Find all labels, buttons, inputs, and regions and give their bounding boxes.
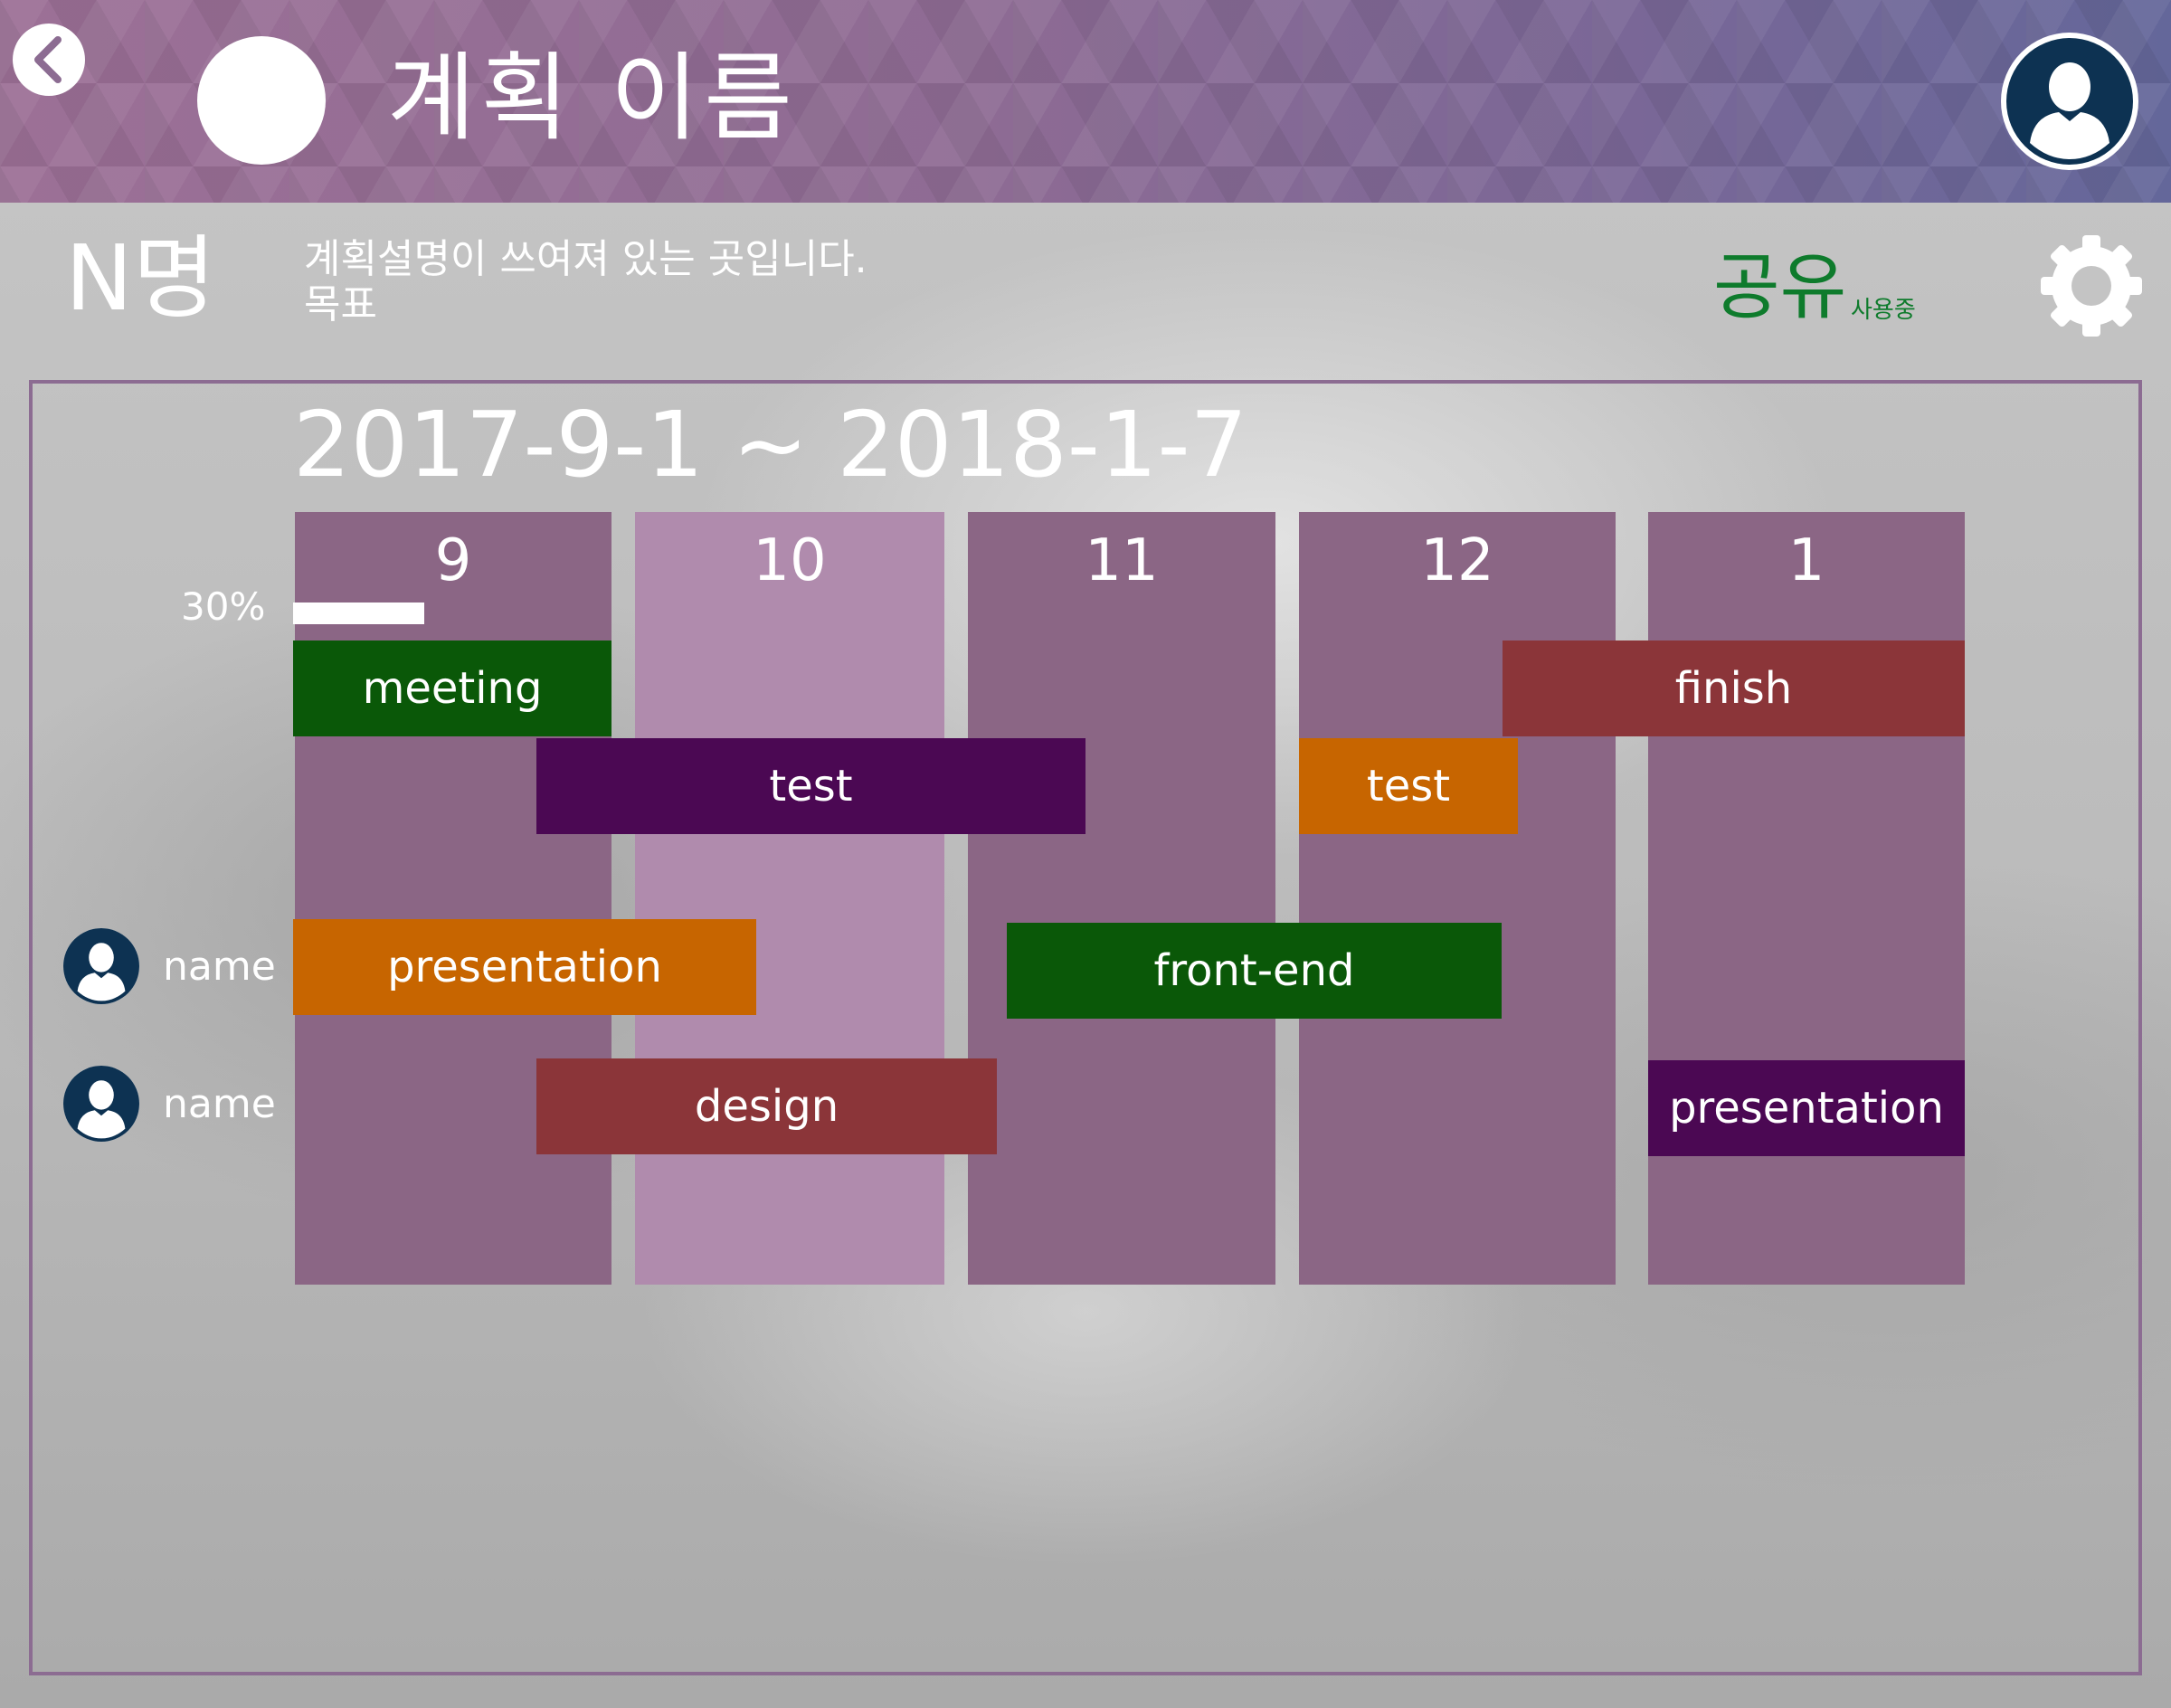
task-bar-presentation[interactable]: presentation [293,919,756,1015]
settings-button[interactable] [2039,233,2144,338]
timeline-panel [29,380,2142,1675]
share-button[interactable]: 공유 [1713,245,1847,329]
user-avatar-icon [63,928,139,1004]
task-bar-test[interactable]: test [1299,738,1518,834]
progress-percent: 30% [181,584,266,629]
month-label: 9 [434,527,472,594]
month-label: 1 [1787,527,1825,594]
description-line: 계획설명이 쓰여져 있는 곳입니다. [304,236,867,282]
task-bar-finish[interactable]: finish [1503,640,1965,736]
member-name: name [163,943,276,990]
month-column-12: 12 [1299,512,1616,1285]
profile-button[interactable] [2001,33,2138,170]
user-avatar-icon [2006,38,2133,165]
goal-line: 목표 [304,281,377,327]
back-button[interactable] [13,24,85,96]
plan-logo [197,36,326,165]
date-range: 2017-9-1 ~ 2018-1-7 [293,392,1248,498]
gear-icon [2041,235,2142,337]
plan-description: 계획설명이 쓰여져 있는 곳입니다. 목표 [304,237,867,327]
user-avatar-icon [63,1066,139,1142]
month-column-10: 10 [635,512,944,1285]
member-count: N명 [65,225,216,331]
member-row[interactable]: name [63,928,276,1004]
task-bar-presentation[interactable]: presentation [1648,1060,1965,1156]
month-label: 12 [1420,527,1494,594]
member-row[interactable]: name [63,1066,276,1142]
progress-fill [293,603,424,624]
month-label: 10 [753,527,827,594]
member-avatar [63,1066,139,1142]
task-bar-design[interactable]: design [536,1058,997,1154]
page-title: 계획 이름 [387,43,798,154]
app-header: 계획 이름 [0,0,2171,203]
task-bar-front-end[interactable]: front-end [1007,923,1502,1019]
progress-bar [293,603,729,624]
member-avatar [63,928,139,1004]
share-status: 사용중 [1851,297,1916,324]
month-column-1: 1 [1648,512,1965,1285]
task-bar-meeting[interactable]: meeting [293,640,611,736]
task-bar-test[interactable]: test [536,738,1086,834]
chevron-left-icon [34,36,62,83]
member-name: name [163,1080,276,1127]
month-column-11: 11 [968,512,1275,1285]
month-column-9: 9 [295,512,611,1285]
month-label: 11 [1085,527,1159,594]
